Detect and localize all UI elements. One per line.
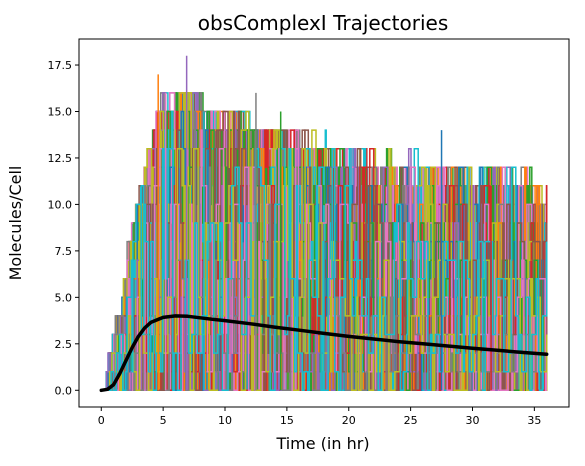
plot-frame <box>78 38 570 408</box>
y-tick-label: 0.0 <box>55 384 73 397</box>
chart-title: obsComplexI Trajectories <box>198 11 449 35</box>
mean-trajectory-layer <box>99 314 549 393</box>
y-tick-label: 15.0 <box>48 105 73 118</box>
y-axis-label: Molecules/Cell <box>6 166 25 281</box>
mean-trajectory-line <box>99 314 549 393</box>
x-tick-label: 10 <box>218 414 232 427</box>
y-tick-label: 7.5 <box>55 245 73 258</box>
trajectory-line <box>101 110 548 392</box>
x-tick-label: 15 <box>280 414 294 427</box>
x-axis-label: Time (in hr) <box>275 434 369 453</box>
x-tick-label: 30 <box>465 414 479 427</box>
y-axis: 0.0 2.5 5.0 7.5 10.0 12.5 15.0 17.5 <box>48 59 79 397</box>
x-tick-label: 5 <box>160 414 167 427</box>
y-tick-label: 10.0 <box>48 198 73 211</box>
y-tick-label: 5.0 <box>55 291 73 304</box>
x-tick-label: 35 <box>527 414 541 427</box>
x-tick-label: 20 <box>342 414 356 427</box>
y-tick-label: 17.5 <box>48 59 73 72</box>
plot-area <box>78 38 570 408</box>
stochastic-trajectories <box>101 55 548 392</box>
y-tick-label: 12.5 <box>48 152 73 165</box>
y-tick-label: 2.5 <box>55 338 73 351</box>
x-tick-label: 25 <box>404 414 418 427</box>
x-axis: 0 5 10 15 20 25 30 35 <box>98 407 541 427</box>
x-tick-label: 0 <box>98 414 105 427</box>
